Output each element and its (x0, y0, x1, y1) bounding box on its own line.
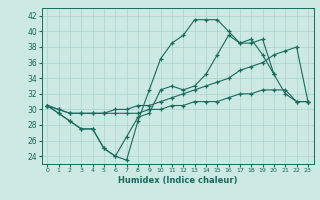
X-axis label: Humidex (Indice chaleur): Humidex (Indice chaleur) (118, 176, 237, 185)
